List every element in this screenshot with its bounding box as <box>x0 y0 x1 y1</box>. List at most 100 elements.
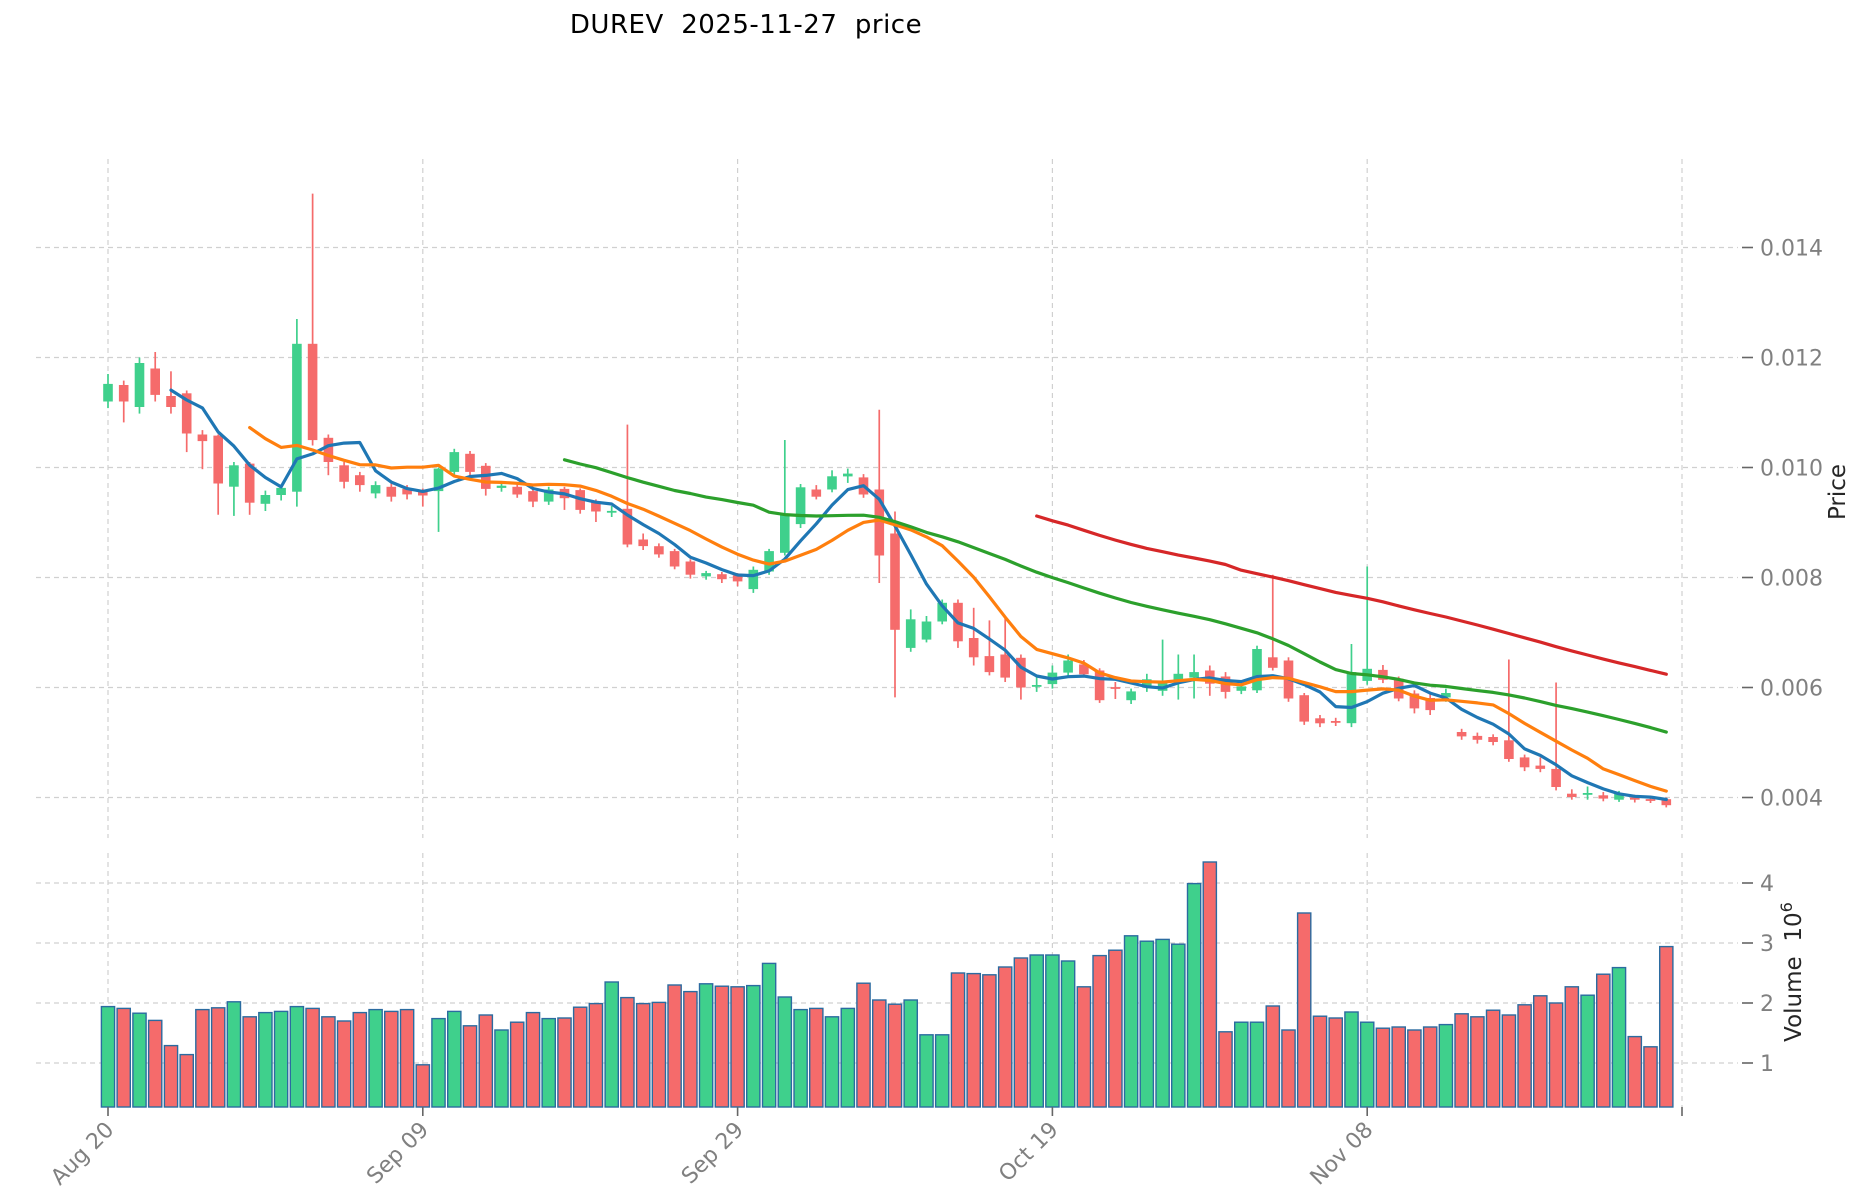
volume-bar <box>1454 1013 1469 1108</box>
volume-bar <box>1265 1005 1281 1108</box>
candle-body <box>1000 654 1010 678</box>
candle-body <box>1079 664 1089 675</box>
candle-body <box>654 546 664 555</box>
volume-bar <box>1076 986 1092 1108</box>
candle-body <box>118 385 129 402</box>
date-tick-label: Sep 09 <box>362 1118 434 1190</box>
candle-body <box>229 465 239 487</box>
volume-bar <box>321 1016 336 1108</box>
volume-bar <box>541 1017 556 1108</box>
candle-body <box>811 489 822 497</box>
candle-body <box>606 510 617 513</box>
volume-axis-label-text: Volume <box>1780 956 1807 1042</box>
volume-bar <box>872 999 887 1108</box>
candle-body <box>1441 693 1451 698</box>
ma60-line <box>1035 514 1668 676</box>
candle-body <box>1142 679 1152 688</box>
chart-title: DUREV 2025-11-27 price <box>569 10 923 40</box>
candle-body <box>433 468 444 492</box>
candle-body <box>780 514 790 553</box>
price-tick-label: 0.014 <box>1760 237 1823 262</box>
volume-bar <box>1060 960 1076 1108</box>
volume-bar <box>934 1034 950 1108</box>
volume-bar <box>1595 973 1611 1108</box>
candle-body <box>1567 793 1577 797</box>
volume-bar <box>116 1007 131 1108</box>
candle-body <box>717 574 727 580</box>
volume-bar <box>368 1008 383 1108</box>
volume-bar <box>1422 1026 1438 1108</box>
ma10-line <box>248 426 1668 793</box>
candle-body <box>622 508 633 545</box>
volume-bar <box>1580 994 1595 1108</box>
volume-bar <box>179 1053 195 1108</box>
volume-bar <box>1532 995 1548 1108</box>
candle-body <box>1189 672 1199 678</box>
candle-body <box>1409 693 1420 709</box>
volume-bar <box>305 1007 320 1108</box>
candle-body <box>1299 695 1309 722</box>
volume-bar <box>667 984 682 1108</box>
candle-body <box>1110 687 1121 689</box>
candle-body <box>103 383 113 402</box>
candle-body <box>921 621 932 640</box>
candle-body <box>244 463 255 503</box>
volume-bar <box>258 1011 273 1108</box>
candle-body <box>1063 660 1073 673</box>
candle-body <box>1645 799 1656 801</box>
candle-body <box>449 452 460 472</box>
volume-bar <box>147 1019 163 1108</box>
volume-bar <box>1485 1009 1501 1108</box>
volume-bar <box>1233 1021 1249 1108</box>
candle-body <box>1346 672 1357 724</box>
candle-body <box>1661 799 1672 806</box>
volume-bar <box>856 982 871 1108</box>
volume-bar <box>1170 943 1186 1108</box>
volume-bar <box>620 996 635 1108</box>
volume-bar <box>1123 935 1139 1108</box>
candle-body <box>748 569 759 590</box>
candle-body <box>984 656 995 673</box>
volume-bar <box>1108 949 1123 1108</box>
ma5-line <box>169 388 1668 802</box>
candle-body <box>292 343 302 492</box>
candle-body <box>638 539 648 547</box>
volume-bar <box>1202 861 1218 1108</box>
volume-bar <box>1218 1031 1233 1108</box>
volume-bar <box>1344 1011 1359 1108</box>
volume-bar <box>1470 1016 1485 1108</box>
volume-bar <box>242 1016 258 1108</box>
candle-body <box>339 465 349 482</box>
price-tick-label: 0.010 <box>1760 457 1823 482</box>
price-tick-label: 0.004 <box>1760 787 1823 812</box>
volume-bar <box>1186 882 1202 1108</box>
volume-bar <box>777 996 793 1108</box>
candle-body <box>1425 698 1435 711</box>
candle-body <box>1236 686 1247 691</box>
candle-body <box>418 491 428 496</box>
volume-bar <box>1249 1021 1265 1108</box>
volume-bar <box>966 972 981 1108</box>
volume-bar <box>793 1008 808 1108</box>
volume-bar <box>132 1012 147 1108</box>
volume-bar <box>1045 954 1060 1108</box>
volume-bar <box>1029 954 1044 1108</box>
volume-bar <box>1281 1029 1296 1108</box>
candle-body <box>1094 670 1105 701</box>
candle-body <box>732 575 743 582</box>
candle-body <box>795 487 806 525</box>
candle-body <box>764 551 774 572</box>
candle-body <box>937 602 947 622</box>
volume-axis-label: Volume 106 <box>1777 902 1807 1042</box>
volume-bar <box>919 1034 934 1108</box>
volume-bar <box>824 1016 840 1108</box>
volume-bar <box>494 1029 509 1108</box>
candle-body <box>150 368 160 395</box>
candle-body <box>968 638 979 658</box>
candle-body <box>1315 718 1325 724</box>
candle-body <box>323 437 334 462</box>
price-tick-label: 0.012 <box>1760 347 1823 372</box>
volume-bar <box>1548 1002 1564 1108</box>
